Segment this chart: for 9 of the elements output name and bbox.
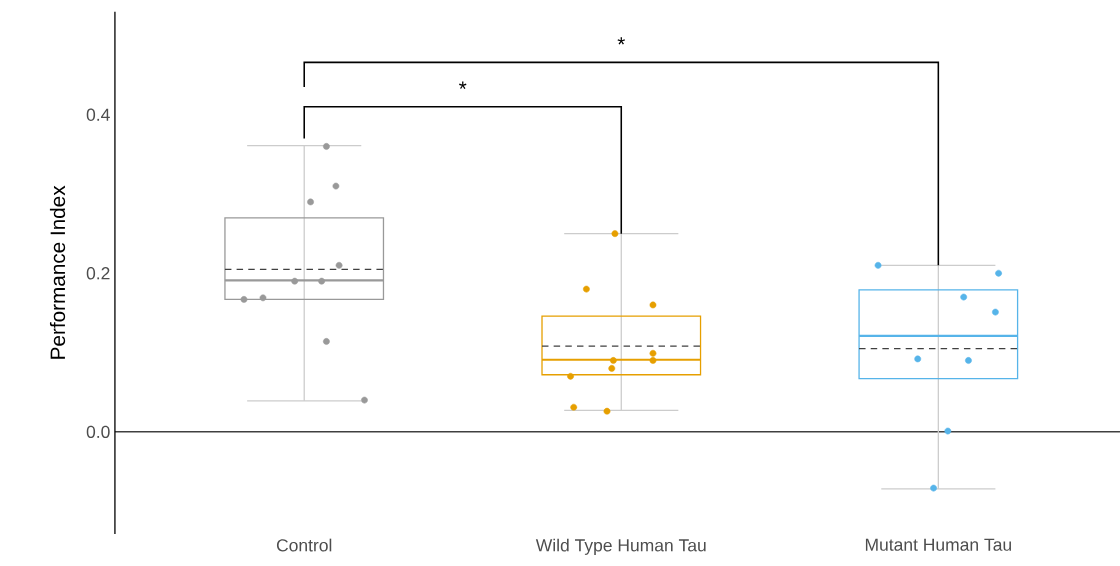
x-tick-label: Mutant Human Tau bbox=[865, 538, 1012, 551]
x-tick-label: Wild Type Human Tau bbox=[535, 538, 706, 555]
y-tick-label: 0.0 bbox=[86, 425, 110, 438]
x-tick-label: Control bbox=[276, 538, 332, 552]
annotation: * bbox=[617, 37, 625, 45]
y-axis-title: Performance Index bbox=[49, 185, 66, 359]
y-tick-label: 0.2 bbox=[86, 267, 110, 280]
annotation: * bbox=[459, 81, 467, 89]
y-tick-label: 0.4 bbox=[86, 108, 110, 121]
